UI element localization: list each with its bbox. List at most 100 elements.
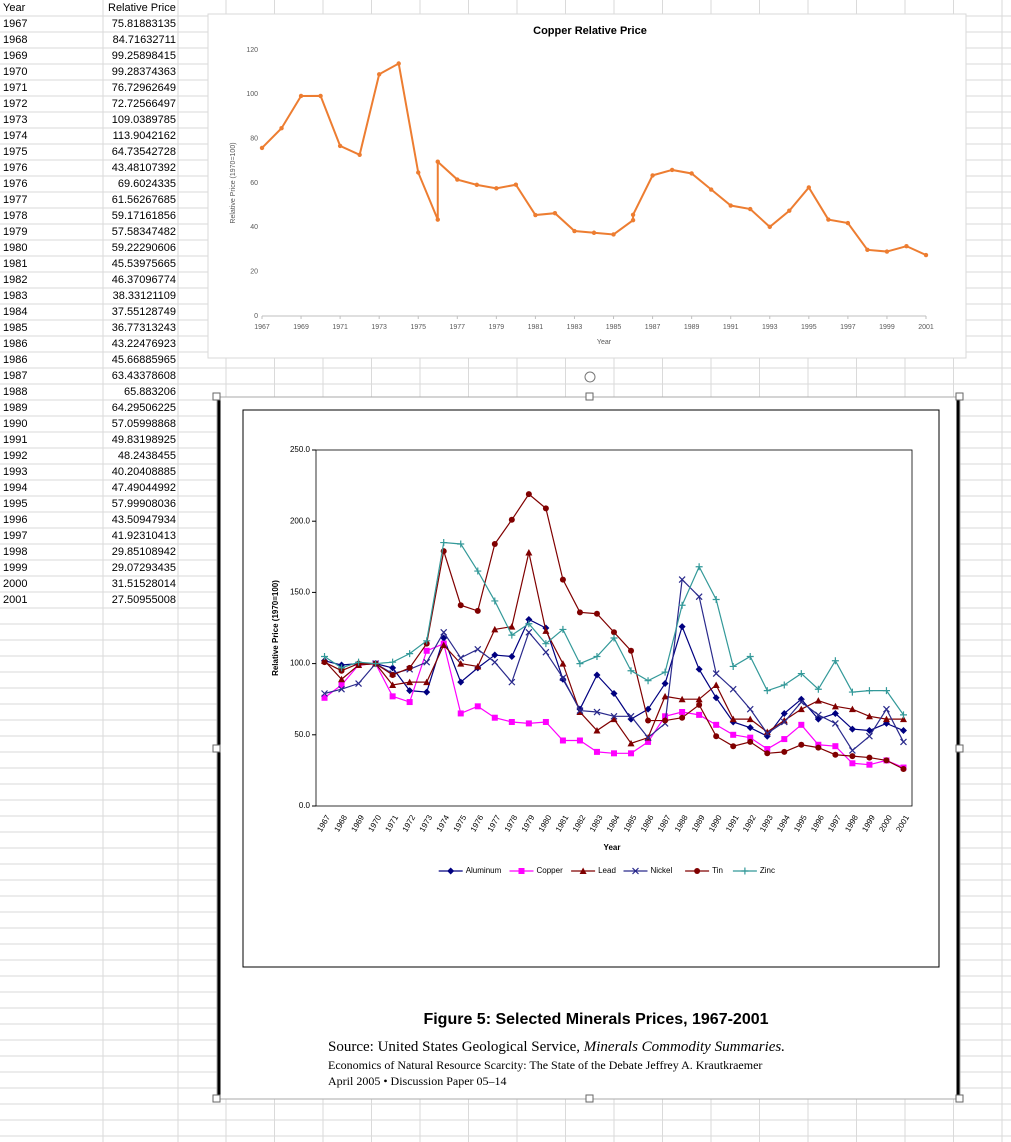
legend-marker xyxy=(447,867,455,875)
marker xyxy=(797,705,805,713)
point xyxy=(728,203,733,208)
year-cell: 1995 xyxy=(3,498,27,510)
marker xyxy=(576,708,584,716)
handle[interactable] xyxy=(585,1094,594,1103)
marker xyxy=(611,629,617,636)
marker xyxy=(525,491,532,498)
marker xyxy=(474,607,481,614)
handle[interactable] xyxy=(212,392,221,401)
x-tick-label: 1995 xyxy=(801,324,817,331)
chart-title: Copper Relative Price xyxy=(533,25,647,37)
handle[interactable] xyxy=(212,744,221,753)
price-cell: 63.43378608 xyxy=(112,370,176,382)
marker xyxy=(729,662,737,670)
header-cell: Year xyxy=(3,2,26,14)
marker xyxy=(474,567,482,575)
price-cell: 43.22476923 xyxy=(112,338,176,350)
point xyxy=(923,252,929,258)
marker xyxy=(712,670,720,677)
point xyxy=(494,186,499,191)
marker xyxy=(576,660,584,668)
year-cell: 1993 xyxy=(3,466,27,478)
point xyxy=(845,220,851,226)
marker xyxy=(338,681,345,688)
y-tick-label: 150.0 xyxy=(290,588,311,597)
legend-marker xyxy=(741,867,749,875)
marker xyxy=(525,620,533,628)
marker xyxy=(713,721,720,728)
x-axis-title: Year xyxy=(604,843,621,852)
marker xyxy=(627,712,635,720)
year-cell: 1976 xyxy=(3,162,27,174)
marker xyxy=(559,674,567,682)
point xyxy=(513,182,519,187)
price-cell: 36.77313243 xyxy=(112,322,176,334)
marker xyxy=(542,505,549,512)
marker xyxy=(406,699,413,706)
point xyxy=(650,173,655,178)
price-cell: 47.49044992 xyxy=(112,482,176,494)
resize-handles[interactable] xyxy=(212,392,964,1103)
price-cell: 72.72566497 xyxy=(112,98,176,110)
legend-label: Aluminum xyxy=(466,866,502,875)
price-cell: 29.85108942 xyxy=(112,546,176,558)
point xyxy=(435,159,440,164)
marker xyxy=(696,711,703,718)
handle[interactable] xyxy=(955,744,964,753)
chart-frame[interactable] xyxy=(207,13,967,359)
point xyxy=(767,224,772,230)
marker xyxy=(848,705,856,713)
marker xyxy=(457,654,465,662)
legend-label: Lead xyxy=(598,866,616,875)
point xyxy=(591,230,597,235)
marker xyxy=(780,709,788,717)
year-cell: 1996 xyxy=(3,514,27,526)
point xyxy=(611,232,616,237)
marker xyxy=(593,748,600,755)
point xyxy=(533,212,538,218)
marker xyxy=(780,681,788,689)
marker xyxy=(764,750,771,757)
year-cell: 1984 xyxy=(3,306,27,318)
marker xyxy=(763,728,771,735)
marker xyxy=(763,687,771,695)
y-tick-label: 60 xyxy=(250,180,258,187)
y-tick-label: 200.0 xyxy=(290,516,311,525)
figure-title: Figure 5: Selected Minerals Prices, 1967… xyxy=(423,1011,768,1028)
handle[interactable] xyxy=(955,1094,964,1103)
marker xyxy=(678,601,686,609)
marker xyxy=(866,754,873,761)
y-axis-title: Relative Price (1970=100) xyxy=(271,580,280,676)
marker xyxy=(610,690,618,698)
marker xyxy=(628,750,635,757)
legend-marker xyxy=(632,867,639,875)
y-tick-label: 50.0 xyxy=(294,730,310,739)
y-tick-label: 250.0 xyxy=(290,445,311,454)
rotate-handle[interactable] xyxy=(584,371,596,383)
marker xyxy=(798,741,805,748)
marker xyxy=(593,610,600,617)
legend-marker xyxy=(579,867,587,874)
y-axis-title: Relative Price (1970=100) xyxy=(230,142,237,223)
marker xyxy=(610,712,618,720)
marker xyxy=(389,693,396,700)
price-cell: 59.17161856 xyxy=(112,210,176,222)
marker xyxy=(423,688,431,696)
point xyxy=(298,93,304,99)
price-cell: 109.0389785 xyxy=(112,114,176,126)
marker xyxy=(508,678,516,686)
price-cell: 57.58347482 xyxy=(112,226,176,238)
year-cell: 1972 xyxy=(3,98,27,110)
marker xyxy=(645,738,652,745)
handle[interactable] xyxy=(585,392,594,401)
handle[interactable] xyxy=(212,1094,221,1103)
x-tick-label: 1967 xyxy=(254,324,270,331)
x-tick-label: 1989 xyxy=(684,324,700,331)
marker xyxy=(423,678,431,686)
price-cell: 75.81883135 xyxy=(112,18,176,30)
marker xyxy=(321,659,328,666)
price-cell: 69.6024335 xyxy=(118,178,176,190)
y-tick-label: 80 xyxy=(250,136,258,143)
handle[interactable] xyxy=(955,392,964,401)
marker xyxy=(321,652,329,660)
